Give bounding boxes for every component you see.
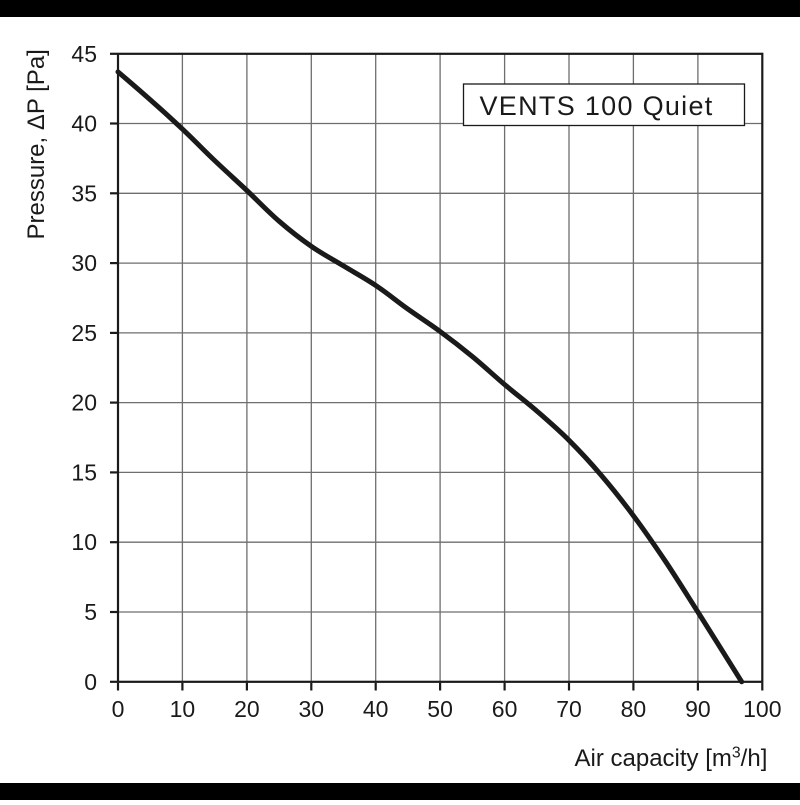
svg-text:30: 30 xyxy=(299,696,325,722)
svg-text:25: 25 xyxy=(71,320,97,346)
svg-text:60: 60 xyxy=(492,696,518,722)
svg-text:VENTS 100 Quiet: VENTS 100 Quiet xyxy=(480,91,714,121)
svg-text:40: 40 xyxy=(363,696,389,722)
svg-text:0: 0 xyxy=(112,696,125,722)
svg-text:35: 35 xyxy=(71,180,97,206)
svg-text:70: 70 xyxy=(556,696,582,722)
svg-text:10: 10 xyxy=(170,696,196,722)
svg-text:5: 5 xyxy=(84,599,97,625)
svg-text:15: 15 xyxy=(71,459,97,485)
svg-text:90: 90 xyxy=(685,696,711,722)
svg-text:45: 45 xyxy=(71,41,97,67)
svg-text:Pressure, ΔP [Pa]: Pressure, ΔP [Pa] xyxy=(23,49,50,239)
svg-text:0: 0 xyxy=(84,669,97,695)
svg-text:20: 20 xyxy=(234,696,260,722)
svg-text:80: 80 xyxy=(621,696,647,722)
svg-text:40: 40 xyxy=(71,111,97,137)
svg-text:100: 100 xyxy=(743,696,781,722)
svg-text:10: 10 xyxy=(71,529,97,555)
svg-text:50: 50 xyxy=(427,696,453,722)
svg-text:20: 20 xyxy=(71,390,97,416)
svg-text:30: 30 xyxy=(71,250,97,276)
